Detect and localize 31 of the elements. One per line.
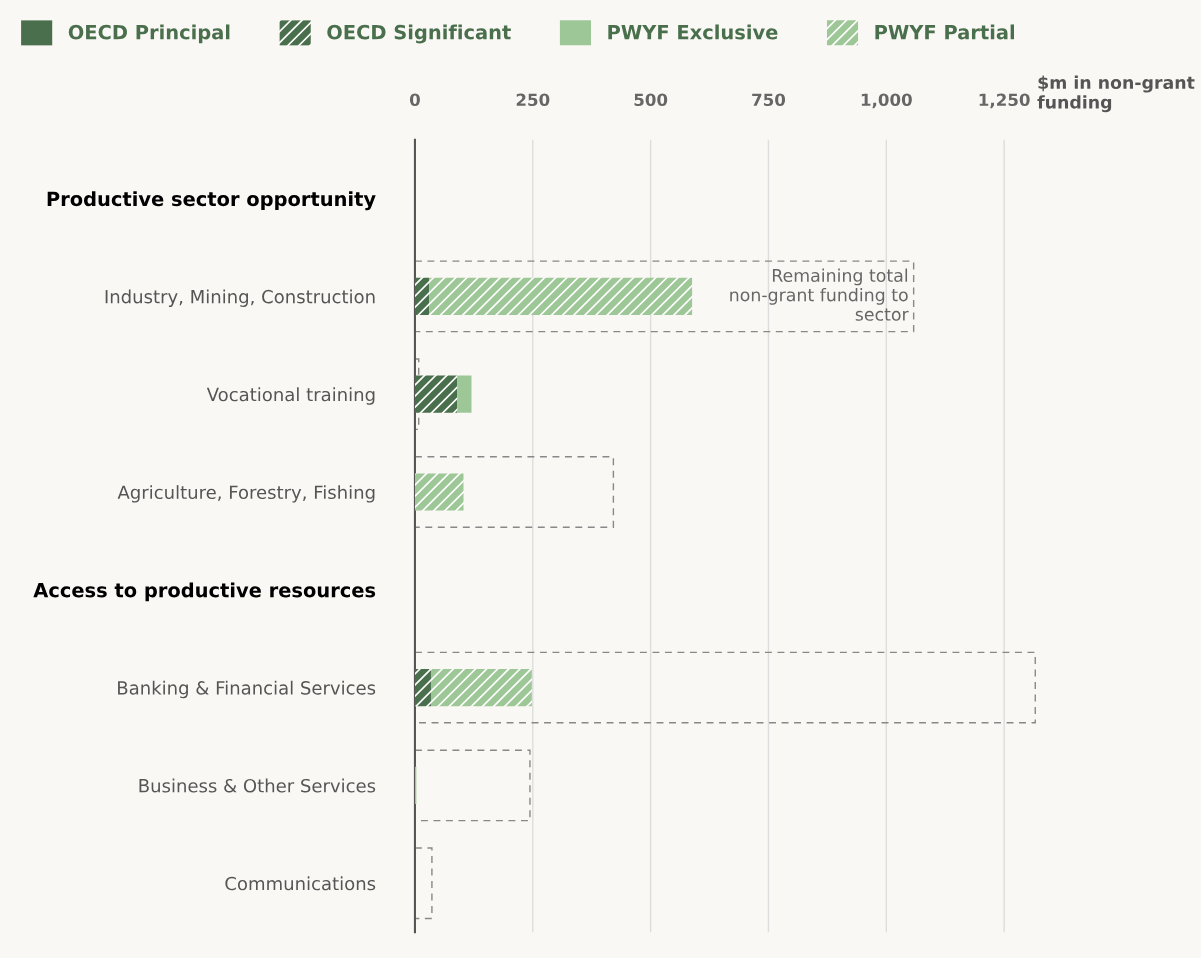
y-tick-label: Industry, Mining, Construction <box>105 289 375 307</box>
y-tick-label: Access to productive resources <box>33 582 376 602</box>
x-tick-label: 250 <box>516 93 550 107</box>
y-tick-label: Vocational training <box>206 387 375 405</box>
bar <box>414 456 615 528</box>
bar <box>414 473 464 511</box>
annotation: Remaining total non-grant funding to sector <box>730 268 909 321</box>
legend-label: PWYF Partial <box>875 24 1015 40</box>
x-tick-label: 0 <box>409 93 420 107</box>
x-tick-label: 1,000 <box>861 93 912 109</box>
y-tick-label: Productive sector opportunity <box>47 191 376 211</box>
bar <box>414 651 1036 724</box>
bar <box>414 277 430 315</box>
legend-label: OECD Principal <box>68 24 230 44</box>
bar <box>414 375 458 413</box>
bar <box>414 669 431 707</box>
x-tick-label: 500 <box>634 93 668 107</box>
legend-label: PWYF Exclusive <box>608 24 778 40</box>
y-tick-label: Communications <box>225 876 376 891</box>
y-tick-label: Agriculture, Forestry, Fishing <box>117 485 375 503</box>
bar <box>457 375 472 413</box>
y-tick-label: Business & Other Services <box>139 778 376 793</box>
bar <box>430 669 532 707</box>
legend-label: OECD Significant <box>327 24 511 44</box>
x-tick-label: 1,250 <box>979 93 1030 109</box>
bar <box>414 260 915 333</box>
bar <box>414 749 531 822</box>
y-tick-label: Banking & Financial Services <box>118 680 376 699</box>
x-axis-title: $m in non-grant funding <box>1037 75 1195 113</box>
x-tick-label: 750 <box>752 93 786 107</box>
bar <box>429 277 693 315</box>
